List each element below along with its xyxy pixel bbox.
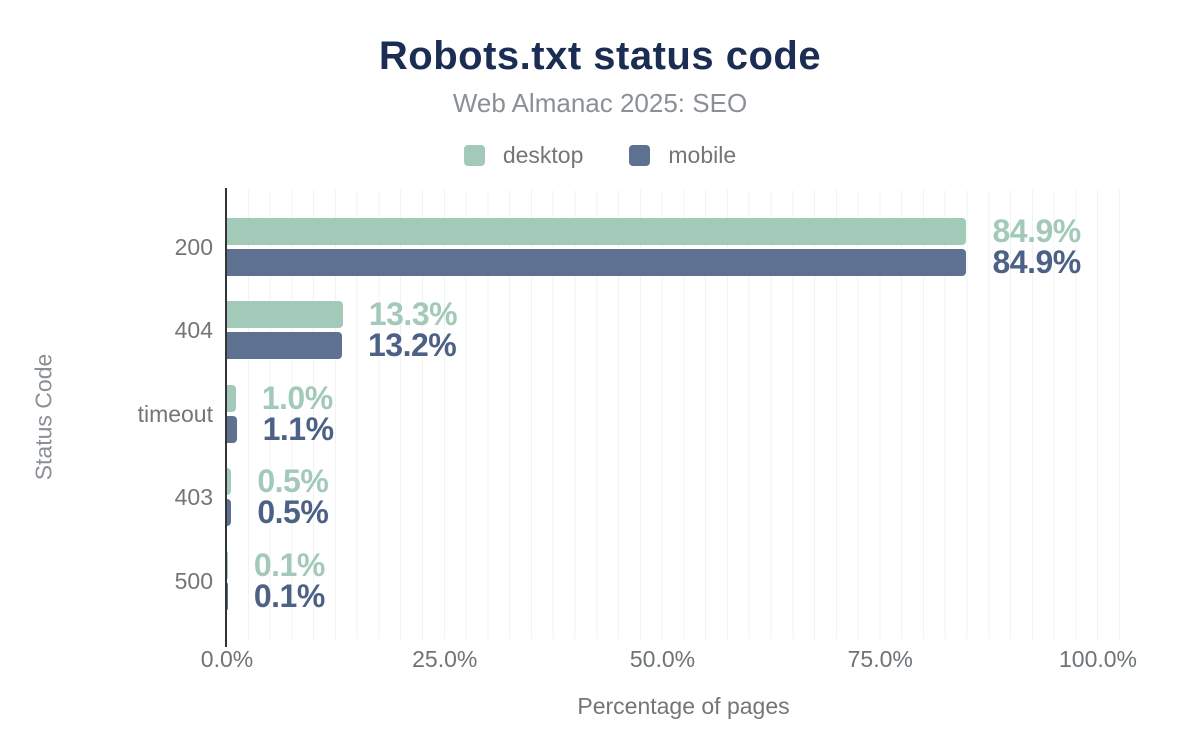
category-label-500: 500 [174,568,213,594]
legend-label-desktop: desktop [502,142,584,168]
chart-subtitle: Web Almanac 2025: SEO [452,88,748,118]
legend: desktop mobile [0,142,1200,169]
desktop-value-timeout: 1.0% [261,380,333,416]
category-label-timeout: timeout [137,401,213,427]
category-label-404: 404 [174,317,213,343]
desktop-value-403: 0.5% [257,463,329,499]
desktop-value-404: 13.3% [368,296,458,332]
bar-row-500: 0.1% 0.1% [227,547,1140,614]
bar-row-200: 84.9% 84.9% [227,213,1140,280]
x-tick-100: 100.0% [1058,646,1138,672]
category-label-200: 200 [174,234,213,260]
legend-item-mobile[interactable]: mobile [629,142,736,169]
mobile-value-403: 0.5% [257,494,329,530]
desktop-value-500: 0.1% [253,547,325,583]
x-axis-title: Percentage of pages [577,693,790,719]
legend-item-desktop[interactable]: desktop [463,142,584,169]
mobile-value-200: 84.9% [992,244,1081,280]
x-tick-0: 0.0% [200,646,254,672]
mobile-value-timeout: 1.1% [262,411,334,447]
chart-title: Robots.txt status code [378,34,822,78]
desktop-value-200: 84.9% [992,213,1081,249]
desktop-swatch-icon [463,145,485,166]
bar-row-404: 13.3% 13.2% [227,296,1140,363]
x-tick-25: 25.0% [412,646,478,672]
category-label-403: 403 [174,484,213,510]
mobile-bar-200[interactable] [227,249,967,276]
desktop-bar-200[interactable] [227,218,967,245]
mobile-bar-403[interactable] [227,499,232,526]
mobile-bar-timeout[interactable] [227,416,237,443]
mobile-swatch-icon [629,145,651,166]
y-axis-line [225,188,227,647]
desktop-bar-403[interactable] [227,468,232,495]
desktop-bar-404[interactable] [227,301,343,328]
bar-row-timeout: 1.0% 1.1% [227,380,1140,447]
mobile-bar-404[interactable] [227,332,342,359]
x-tick-75: 75.0% [847,646,913,672]
x-tick-50: 50.0% [629,646,696,672]
desktop-bar-timeout[interactable] [227,385,236,412]
mobile-value-404: 13.2% [367,327,457,363]
desktop-bar-500[interactable] [227,552,228,579]
bar-row-403: 0.5% 0.5% [227,463,1140,530]
mobile-value-500: 0.1% [253,578,325,614]
legend-label-mobile: mobile [668,142,737,168]
mobile-bar-500[interactable] [227,583,228,610]
